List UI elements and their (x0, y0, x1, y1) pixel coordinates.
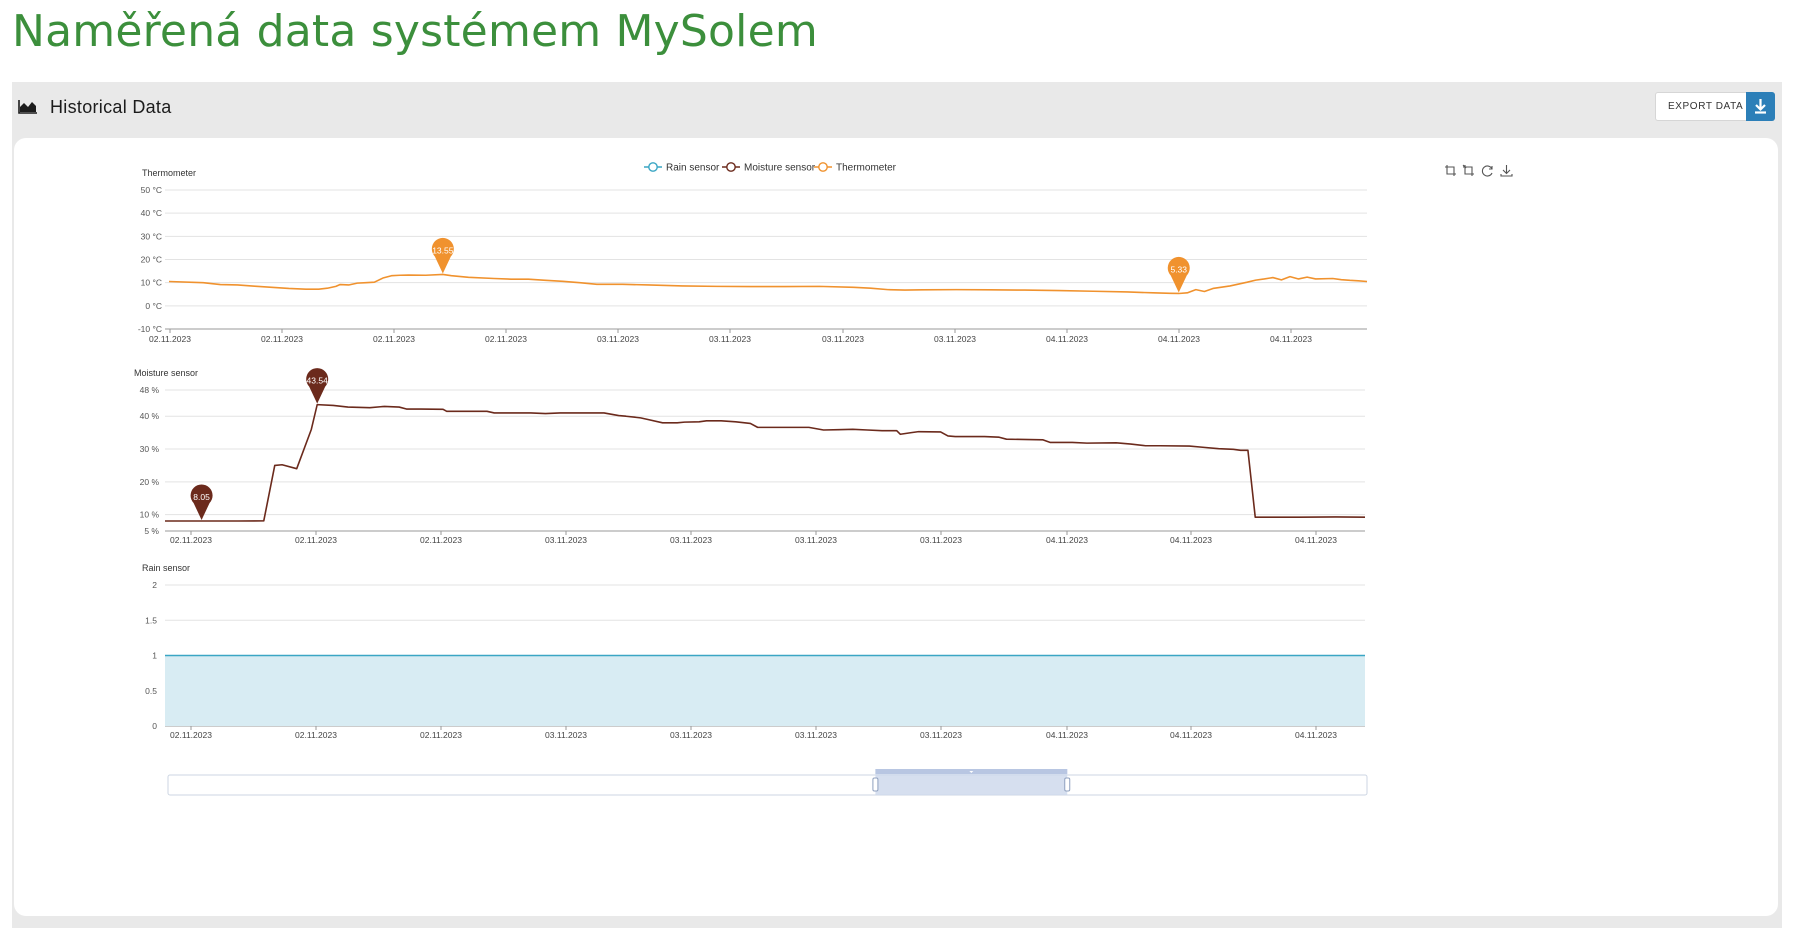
y-tick-label: 0.5 (145, 686, 157, 696)
y-tick-label: 0 °C (145, 301, 162, 311)
legend-item-rain-sensor[interactable]: Rain sensor (644, 162, 720, 174)
y-tick-label: 20 °C (141, 255, 162, 265)
plot-rain-sensor: Rain sensor 2 1.5 1 0.5 0 02.11.2023 02.11.2023… (142, 563, 1365, 740)
y-tick-label: 40 °C (141, 208, 162, 218)
zoom-icon[interactable] (1445, 165, 1456, 176)
x-tick-label: 04.11.2023 (1158, 334, 1200, 344)
area-chart-icon (18, 100, 37, 114)
y-tick-label: 10 °C (141, 278, 162, 288)
legend-item-moisture-sensor[interactable]: Moisture sensor (722, 162, 816, 174)
y-tick-label: 10 % (140, 510, 160, 520)
y-tick-label: 50 °C (141, 185, 162, 195)
series-line-moisture-sensor (165, 403, 1366, 522)
x-tick-label: 03.11.2023 (920, 535, 962, 545)
x-tick-label: 02.11.2023 (170, 535, 212, 545)
x-tick-label: 03.11.2023 (709, 334, 751, 344)
x-tick-label: 03.11.2023 (795, 535, 837, 545)
value-marker-pin[interactable]: 5.33 (1167, 256, 1190, 293)
x-tick-label: 02.11.2023 (295, 730, 337, 740)
restore-icon[interactable] (1481, 165, 1493, 177)
marker-value: 8.05 (193, 492, 210, 502)
x-tick-label: 02.11.2023 (261, 334, 303, 344)
y-tick-label: 5 % (144, 526, 159, 536)
datazoom-grip-icon (969, 771, 974, 773)
legend-label: Moisture sensor (744, 163, 816, 174)
legend-item-thermometer[interactable]: Thermometer (814, 162, 897, 174)
x-tick-label: 04.11.2023 (1046, 535, 1088, 545)
x-tick-label: 04.11.2023 (1295, 730, 1337, 740)
x-tick-label: 03.11.2023 (920, 730, 962, 740)
datazoom-track[interactable] (167, 774, 1368, 796)
x-tick-label: 03.11.2023 (822, 334, 864, 344)
x-tick-label: 02.11.2023 (295, 535, 337, 545)
x-tick-label: 02.11.2023 (420, 535, 462, 545)
value-marker-pin[interactable]: 13.55 (431, 237, 454, 274)
export-data-label: EXPORT DATA (1668, 101, 1744, 112)
legend-label: Rain sensor (666, 163, 720, 174)
datazoom-left-handle[interactable] (872, 777, 879, 792)
datazoom-slider[interactable] (167, 769, 1368, 796)
marker-value: 5.33 (1170, 264, 1187, 274)
page-title: Naměřená data systémem MySolem (12, 6, 818, 57)
value-marker-pin[interactable]: 43.54 (306, 368, 329, 404)
y-tick-label: 2 (152, 580, 157, 590)
x-tick-label: 03.11.2023 (795, 730, 837, 740)
x-tick-label: 02.11.2023 (170, 730, 212, 740)
marker-value: 43.54 (307, 376, 329, 386)
y-tick-label: 1 (152, 651, 157, 661)
chart-canvas: Rain sensor Moisture sensor Thermometer Th… (134, 162, 1513, 796)
x-tick-label: 04.11.2023 (1295, 535, 1337, 545)
x-tick-label: 04.11.2023 (1170, 730, 1212, 740)
panel-axis-name: Moisture sensor (134, 368, 198, 378)
zoom-reset-icon[interactable] (1462, 164, 1474, 176)
panel-title: Historical Data (50, 97, 172, 117)
export-data-button[interactable]: EXPORT DATA (1655, 92, 1775, 121)
x-tick-label: 02.11.2023 (485, 334, 527, 344)
x-tick-label: 04.11.2023 (1170, 535, 1212, 545)
x-tick-label: 02.11.2023 (149, 334, 191, 344)
chart-card: Rain sensor Moisture sensor Thermometer Th… (14, 138, 1778, 916)
panel-axis-name: Rain sensor (142, 563, 190, 573)
y-tick-label: 20 % (140, 477, 160, 487)
x-tick-label: 04.11.2023 (1046, 730, 1088, 740)
y-tick-label: -10 °C (138, 324, 162, 334)
x-tick-label: 03.11.2023 (545, 730, 587, 740)
rain-area (165, 655, 1365, 726)
chart-legend: Rain sensor Moisture sensor Thermometer (644, 162, 897, 174)
y-tick-label: 40 % (140, 411, 160, 421)
x-tick-label: 03.11.2023 (597, 334, 639, 344)
x-tick-label: 04.11.2023 (1270, 334, 1312, 344)
marker-value: 13.55 (432, 245, 454, 255)
y-tick-label: 30 °C (141, 231, 162, 241)
x-tick-label: 03.11.2023 (934, 334, 976, 344)
download-icon[interactable] (1746, 92, 1775, 121)
panel-axis-name: Thermometer (142, 168, 196, 178)
y-tick-label: 0 (152, 721, 157, 731)
series-line-thermometer (168, 273, 1368, 295)
x-tick-label: 02.11.2023 (420, 730, 462, 740)
panel-header: Historical Data EXPORT DATA (12, 82, 1782, 134)
value-marker-pin[interactable]: 8.05 (190, 484, 213, 520)
x-tick-label: 03.11.2023 (545, 535, 587, 545)
y-tick-label: 48 % (140, 385, 160, 395)
plot-thermometer: Thermometer 50 °C 40 °C 30 °C 20 °C 10 °C 0 °C… (138, 168, 1368, 344)
x-tick-label: 02.11.2023 (373, 334, 415, 344)
save-image-icon[interactable] (1500, 165, 1513, 177)
x-tick-label: 03.11.2023 (670, 535, 712, 545)
historical-data-panel: Historical Data EXPORT DATA Rain sensor M… (12, 82, 1782, 928)
chart-toolbox (1445, 164, 1513, 177)
datazoom-right-handle[interactable] (1064, 777, 1071, 792)
x-tick-label: 04.11.2023 (1046, 334, 1088, 344)
legend-label: Thermometer (836, 163, 897, 174)
x-tick-label: 03.11.2023 (670, 730, 712, 740)
plot-moisture-sensor: Moisture sensor 48 % 40 % 30 % 20 % 10 % 5 % 02… (134, 368, 1366, 545)
y-tick-label: 30 % (140, 444, 160, 454)
y-tick-label: 1.5 (145, 615, 157, 625)
